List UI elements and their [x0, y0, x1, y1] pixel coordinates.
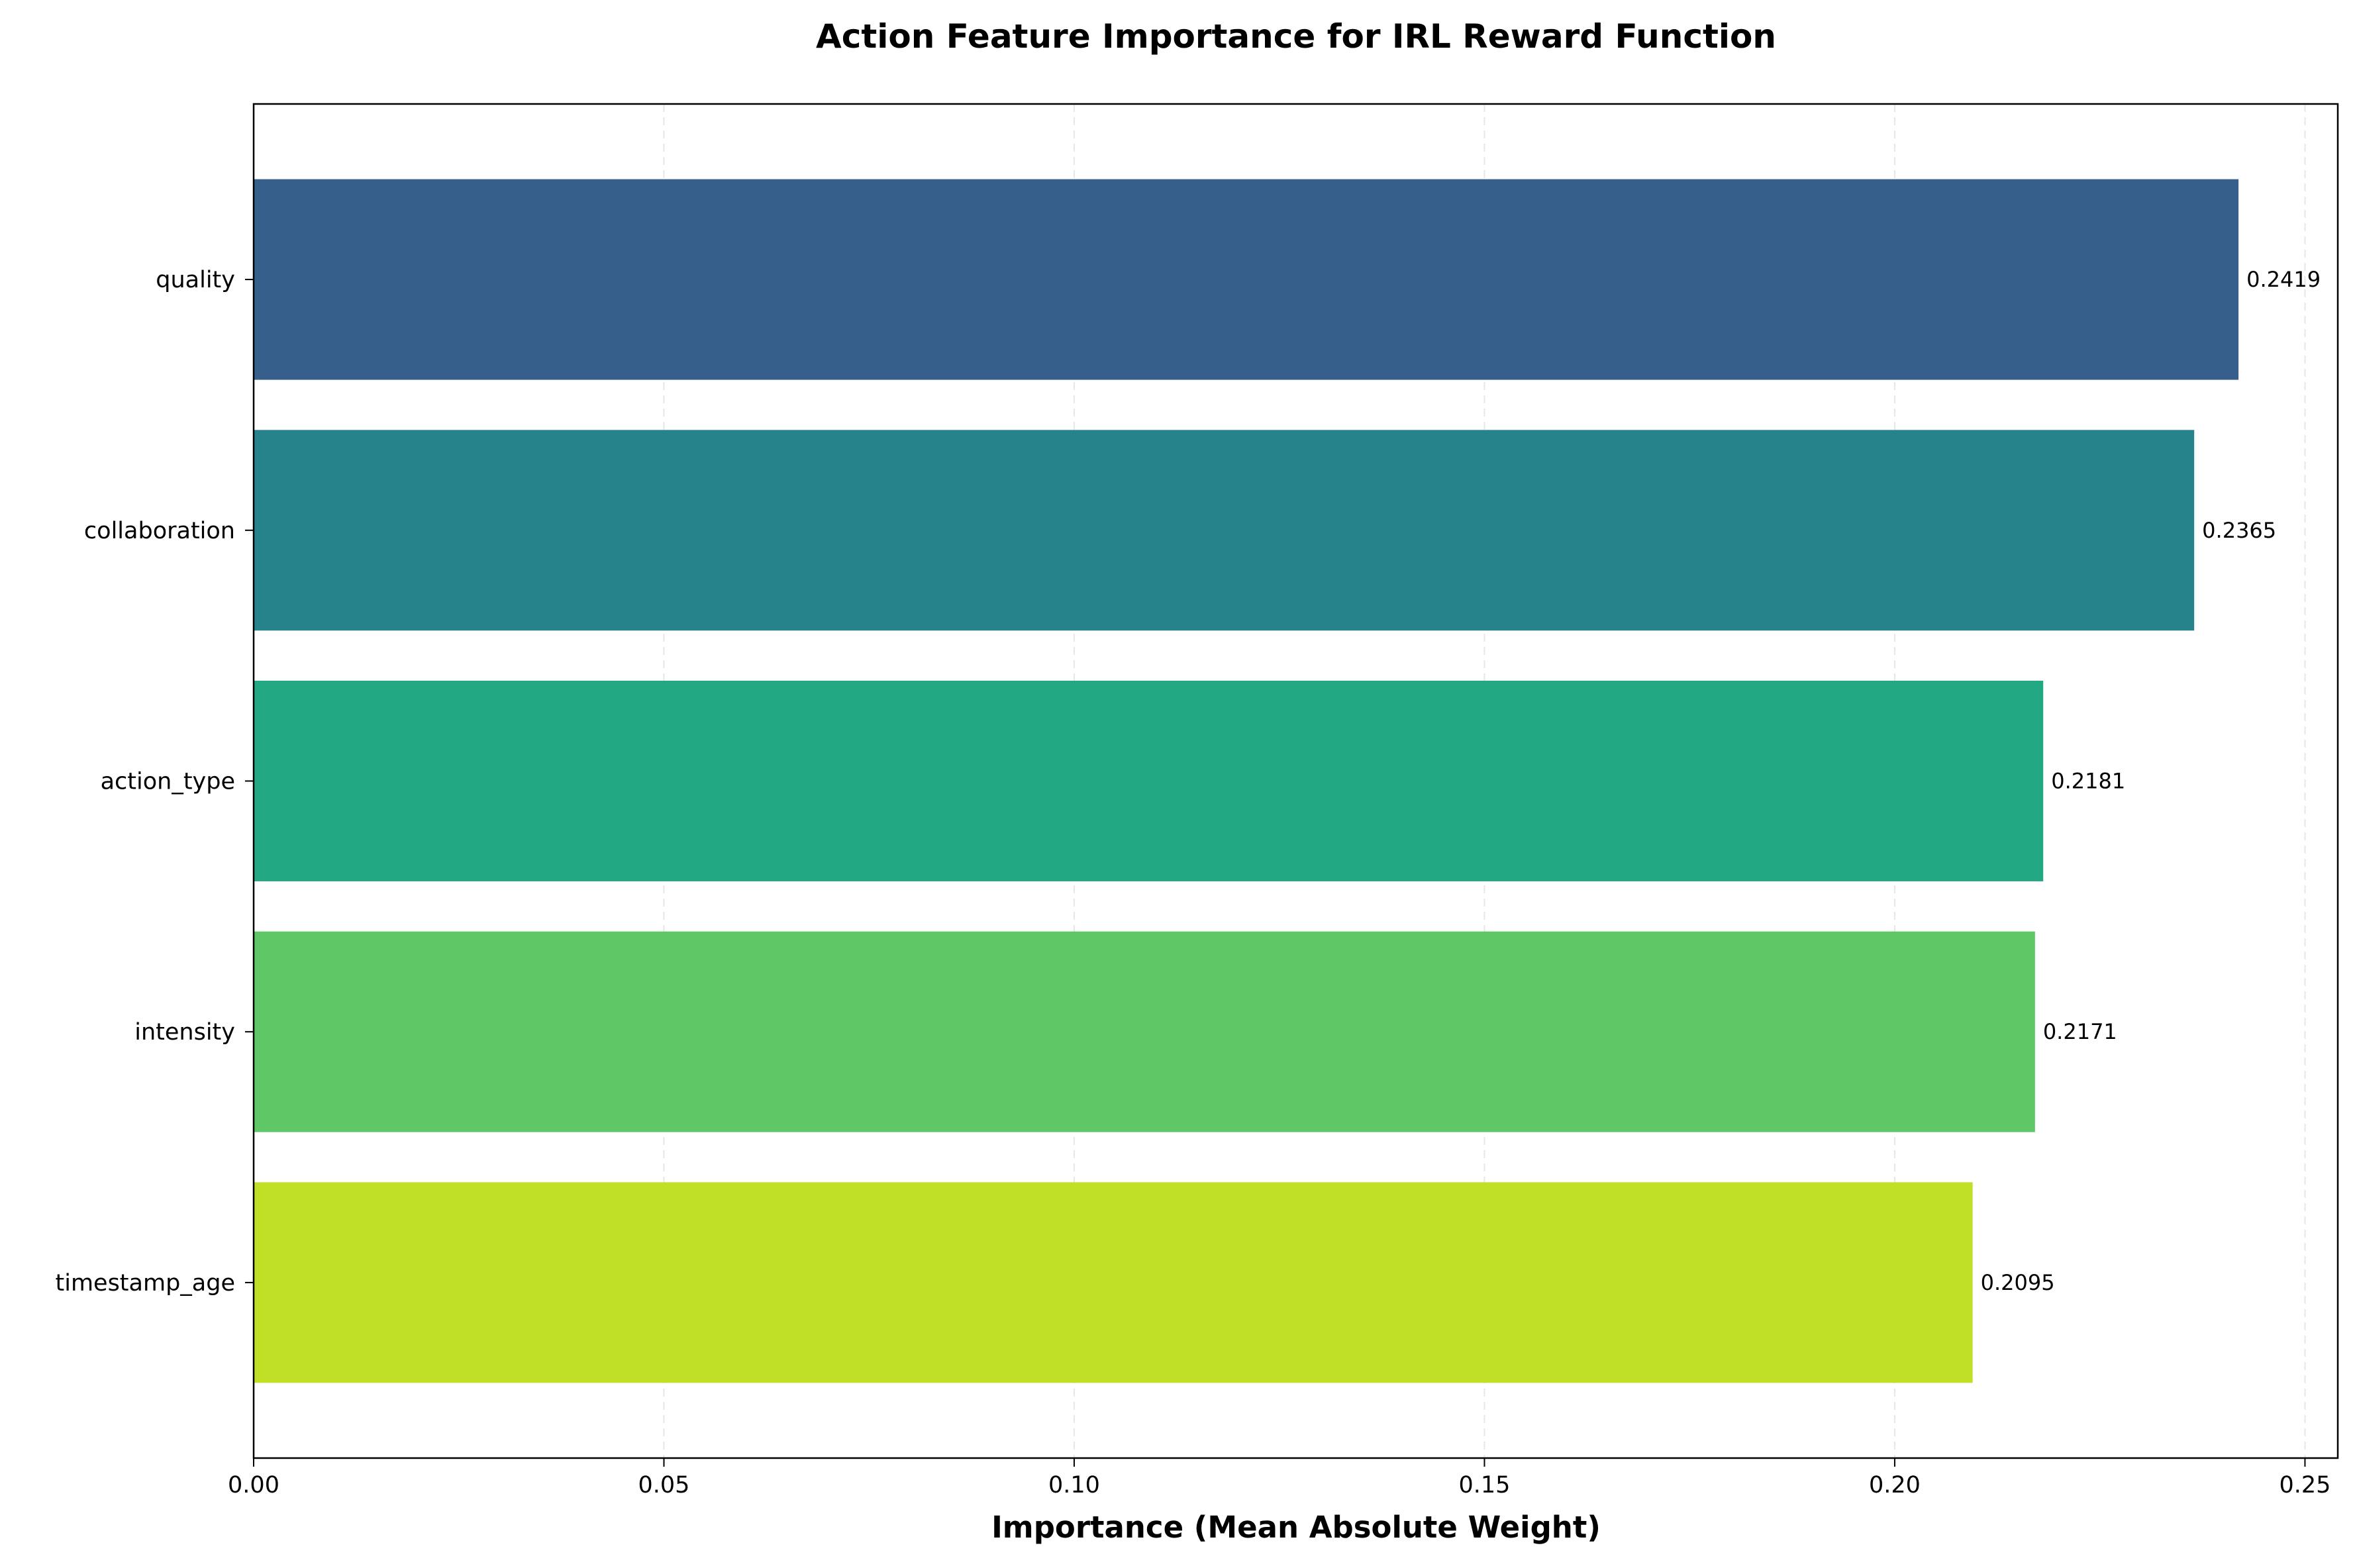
y-tick-label: action_type — [101, 769, 235, 795]
bars: 0.2419 0.2365 0.2181 0.2171 0.2095 — [254, 179, 2321, 1383]
data-label: 0.2171 — [2043, 1019, 2117, 1044]
bar-timestamp-age — [254, 1182, 1973, 1383]
y-tick-label: collaboration — [84, 518, 235, 544]
y-tick-label: quality — [156, 267, 235, 293]
y-tick-label: intensity — [134, 1019, 235, 1046]
data-label: 0.2419 — [2246, 267, 2321, 292]
data-label: 0.2365 — [2202, 518, 2276, 543]
y-axis: quality collaboration action_type intensity… — [56, 267, 254, 1297]
chart-title: Action Feature Importance for IRL Reward… — [816, 17, 1776, 56]
data-label: 0.2095 — [1981, 1270, 2055, 1295]
x-tick-label: 0.00 — [228, 1472, 279, 1498]
x-axis-label: Importance (Mean Absolute Weight) — [991, 1510, 1601, 1545]
x-tick-label: 0.20 — [1869, 1472, 1921, 1498]
x-axis: 0.00 0.05 0.10 0.15 0.20 0.25 — [228, 1458, 2331, 1498]
bar-intensity — [254, 931, 2035, 1132]
bar-action-type — [254, 681, 2044, 881]
y-tick-label: timestamp_age — [56, 1270, 236, 1297]
bar-quality — [254, 179, 2239, 380]
bar-collaboration — [254, 430, 2195, 631]
x-tick-label: 0.05 — [638, 1472, 690, 1498]
x-tick-label: 0.25 — [2279, 1472, 2331, 1498]
data-label: 0.2181 — [2051, 769, 2125, 794]
x-tick-label: 0.15 — [1458, 1472, 1510, 1498]
x-tick-label: 0.10 — [1048, 1472, 1100, 1498]
